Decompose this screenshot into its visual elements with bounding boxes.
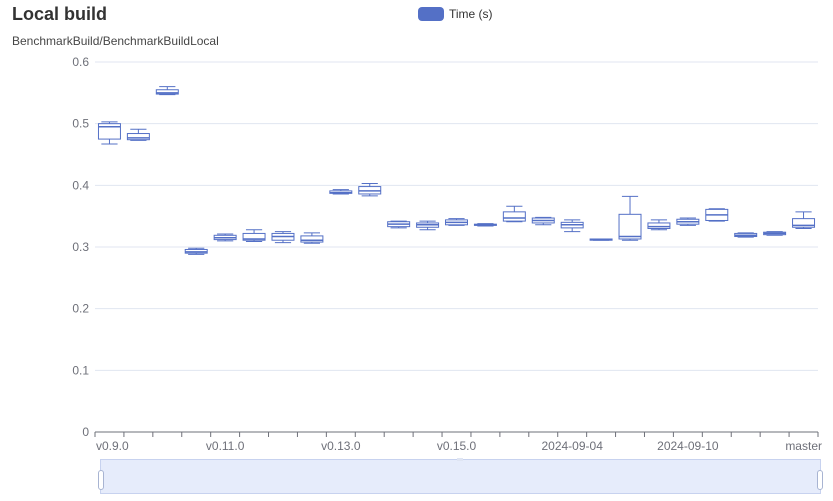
box-item — [387, 220, 411, 229]
box-item — [473, 223, 497, 227]
box-item — [329, 189, 353, 195]
box-body — [502, 211, 526, 222]
x-tick-label: 2024-09-04 — [541, 439, 603, 453]
box-item — [705, 208, 729, 222]
x-axis: v0.9.0 v0.11.0 v0.13.0 v0.15.0 2024-09-04 202… — [94, 431, 822, 453]
zoom-handle-left[interactable] — [98, 470, 104, 490]
box-body — [126, 133, 150, 141]
boxplot-series — [97, 86, 816, 255]
box-item — [763, 231, 787, 236]
legend-label: Time (s) — [449, 7, 493, 21]
legend-item-time[interactable]: Time (s) — [418, 7, 493, 21]
box-item — [618, 195, 642, 241]
box-body — [300, 235, 324, 243]
x-tick-label: v0.9.0 — [96, 439, 129, 453]
grid-lines — [95, 61, 818, 371]
box-item — [97, 121, 121, 145]
box-item — [358, 182, 382, 197]
box-item — [126, 128, 150, 141]
y-tick-label: 0.2 — [72, 302, 89, 316]
box-body — [97, 123, 121, 140]
box-body — [155, 89, 179, 95]
box-body — [618, 213, 642, 240]
box-item — [271, 231, 295, 244]
y-tick-label: 0.1 — [72, 363, 89, 377]
box-item — [242, 229, 266, 242]
y-tick-label: 0.5 — [72, 117, 89, 131]
zoom-drag-grip[interactable] — [457, 458, 463, 461]
x-tick-label: master — [785, 439, 822, 453]
box-item — [502, 205, 526, 223]
box-body — [647, 222, 671, 229]
box-body — [792, 218, 816, 228]
box-item — [531, 216, 555, 226]
zoom-handle-right[interactable] — [817, 470, 823, 490]
y-tick-label: 0.6 — [72, 55, 89, 69]
box-body — [242, 232, 266, 241]
data-zoom-slider[interactable] — [98, 458, 823, 494]
box-item — [589, 238, 613, 241]
box-item — [155, 86, 179, 96]
x-tick-label: v0.11.0 — [206, 439, 245, 453]
box-item — [213, 233, 237, 242]
x-tick-label: v0.15.0 — [437, 439, 477, 453]
chart-title: Local build — [12, 4, 108, 24]
x-tick-label: 2024-09-10 — [657, 439, 719, 453]
box-item — [445, 218, 468, 226]
box-item — [416, 220, 440, 231]
box-item — [676, 217, 700, 226]
chart-subtitle: BenchmarkBuild/BenchmarkBuildLocal — [12, 34, 219, 48]
legend-swatch — [418, 7, 444, 21]
box-item — [300, 232, 324, 244]
y-tick-label: 0.3 — [72, 240, 89, 254]
y-tick-label: 0.4 — [72, 178, 89, 192]
box-item — [184, 247, 208, 255]
y-tick-label: 0 — [82, 425, 89, 439]
y-axis-ticks: 0 0.1 0.2 0.3 0.4 0.5 0.6 — [72, 55, 89, 439]
box-item — [792, 211, 816, 229]
x-tick-label: v0.13.0 — [321, 439, 361, 453]
box-item — [560, 219, 584, 233]
box-item — [734, 232, 758, 238]
box-item — [647, 219, 671, 231]
